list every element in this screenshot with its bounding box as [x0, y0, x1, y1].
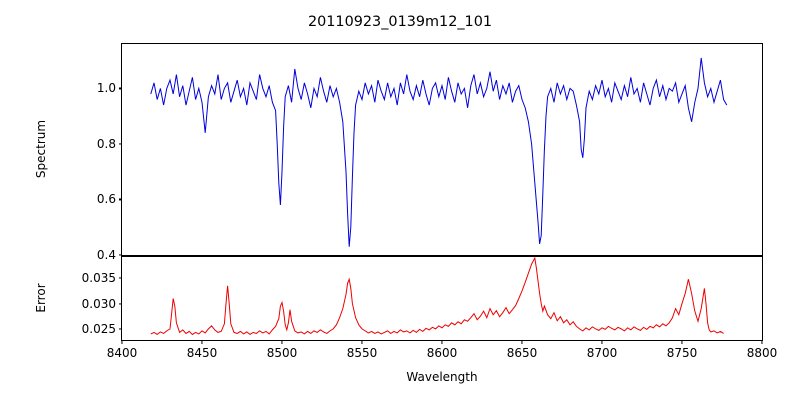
y-tick-label: 0.6	[96, 192, 116, 207]
x-tick-mark	[121, 340, 123, 344]
spectrum-y-axis-label: Spectrum	[34, 119, 48, 179]
x-tick-label: 8600	[426, 346, 458, 360]
x-axis-label: Wavelength	[406, 370, 478, 384]
y-tick-mark	[118, 328, 122, 330]
y-tick-label: 0.030	[81, 296, 116, 311]
spectrum-line-series	[122, 44, 762, 255]
y-tick-label: 0.035	[81, 271, 116, 286]
x-tick-label: 8700	[586, 346, 618, 360]
error-line-series	[122, 257, 762, 340]
y-tick-mark	[118, 143, 122, 145]
x-tick-mark	[281, 340, 283, 344]
x-tick-label: 8750	[666, 346, 698, 360]
x-tick-label: 8400	[106, 346, 138, 360]
x-tick-mark	[441, 340, 443, 344]
x-tick-mark	[681, 340, 683, 344]
chart-title: 20110923_0139m12_101	[307, 14, 493, 30]
x-tick-mark	[601, 340, 603, 344]
x-tick-label: 8650	[506, 346, 538, 360]
error-y-axis-label: Error	[34, 283, 48, 313]
y-tick-mark	[118, 277, 122, 279]
error-plot-area: 0.035 0.030 0.025 8400 8450 8500 8550 8600 8650 8…	[82, 256, 777, 360]
x-tick-label: 8800	[746, 346, 778, 360]
x-tick-label: 8550	[346, 346, 378, 360]
x-tick-mark	[521, 340, 523, 344]
x-tick-label: 8500	[266, 346, 298, 360]
x-tick-label: 8450	[186, 346, 218, 360]
y-tick-label: 0.025	[81, 321, 116, 336]
y-tick-mark	[118, 254, 122, 256]
y-tick-label: 0.4	[96, 248, 116, 262]
y-tick-label: 1.0	[96, 81, 116, 96]
x-tick-mark	[201, 340, 203, 344]
y-tick-label: 0.8	[96, 136, 116, 151]
spectrum-plot-area: 1.0 0.8 0.6 0.4	[97, 43, 763, 262]
y-tick-mark	[118, 303, 122, 305]
x-tick-mark	[761, 340, 763, 344]
y-tick-mark	[118, 87, 122, 89]
x-tick-mark	[361, 340, 363, 344]
y-tick-mark	[118, 198, 122, 201]
